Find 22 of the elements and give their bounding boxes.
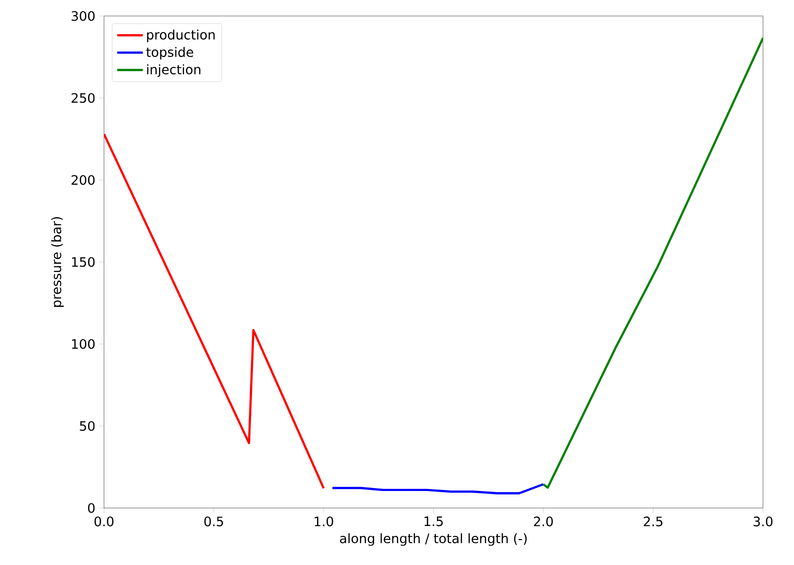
- x-axis-title: along length / total length (-): [340, 533, 527, 546]
- y-tick-label: 200: [72, 175, 95, 185]
- x-tick-label: 0.5: [204, 516, 224, 526]
- y-tick-label: 100: [72, 339, 95, 349]
- line-series: [104, 132, 325, 490]
- legend-label: topside: [146, 46, 194, 60]
- x-tick-label: 0.0: [94, 516, 114, 526]
- x-tick-label: 3.0: [754, 516, 772, 526]
- line-series: [331, 483, 544, 494]
- y-tick-label: 0: [88, 503, 95, 513]
- legend-label: production: [147, 30, 215, 42]
- y-tick-label: 300: [72, 11, 95, 21]
- y-axis-title: pressure (bar): [51, 217, 64, 307]
- line-series: [542, 36, 764, 489]
- x-tick-label: 2.5: [644, 516, 662, 526]
- y-tick-label: 250: [72, 93, 95, 103]
- legend-label: injection: [147, 64, 200, 77]
- y-tick-label: 150: [72, 257, 95, 267]
- x-tick-label: 1.5: [424, 516, 443, 526]
- y-tick-label: 50: [80, 421, 95, 431]
- x-tick-label: 2.0: [534, 516, 553, 526]
- x-tick-label: 1.0: [314, 516, 334, 526]
